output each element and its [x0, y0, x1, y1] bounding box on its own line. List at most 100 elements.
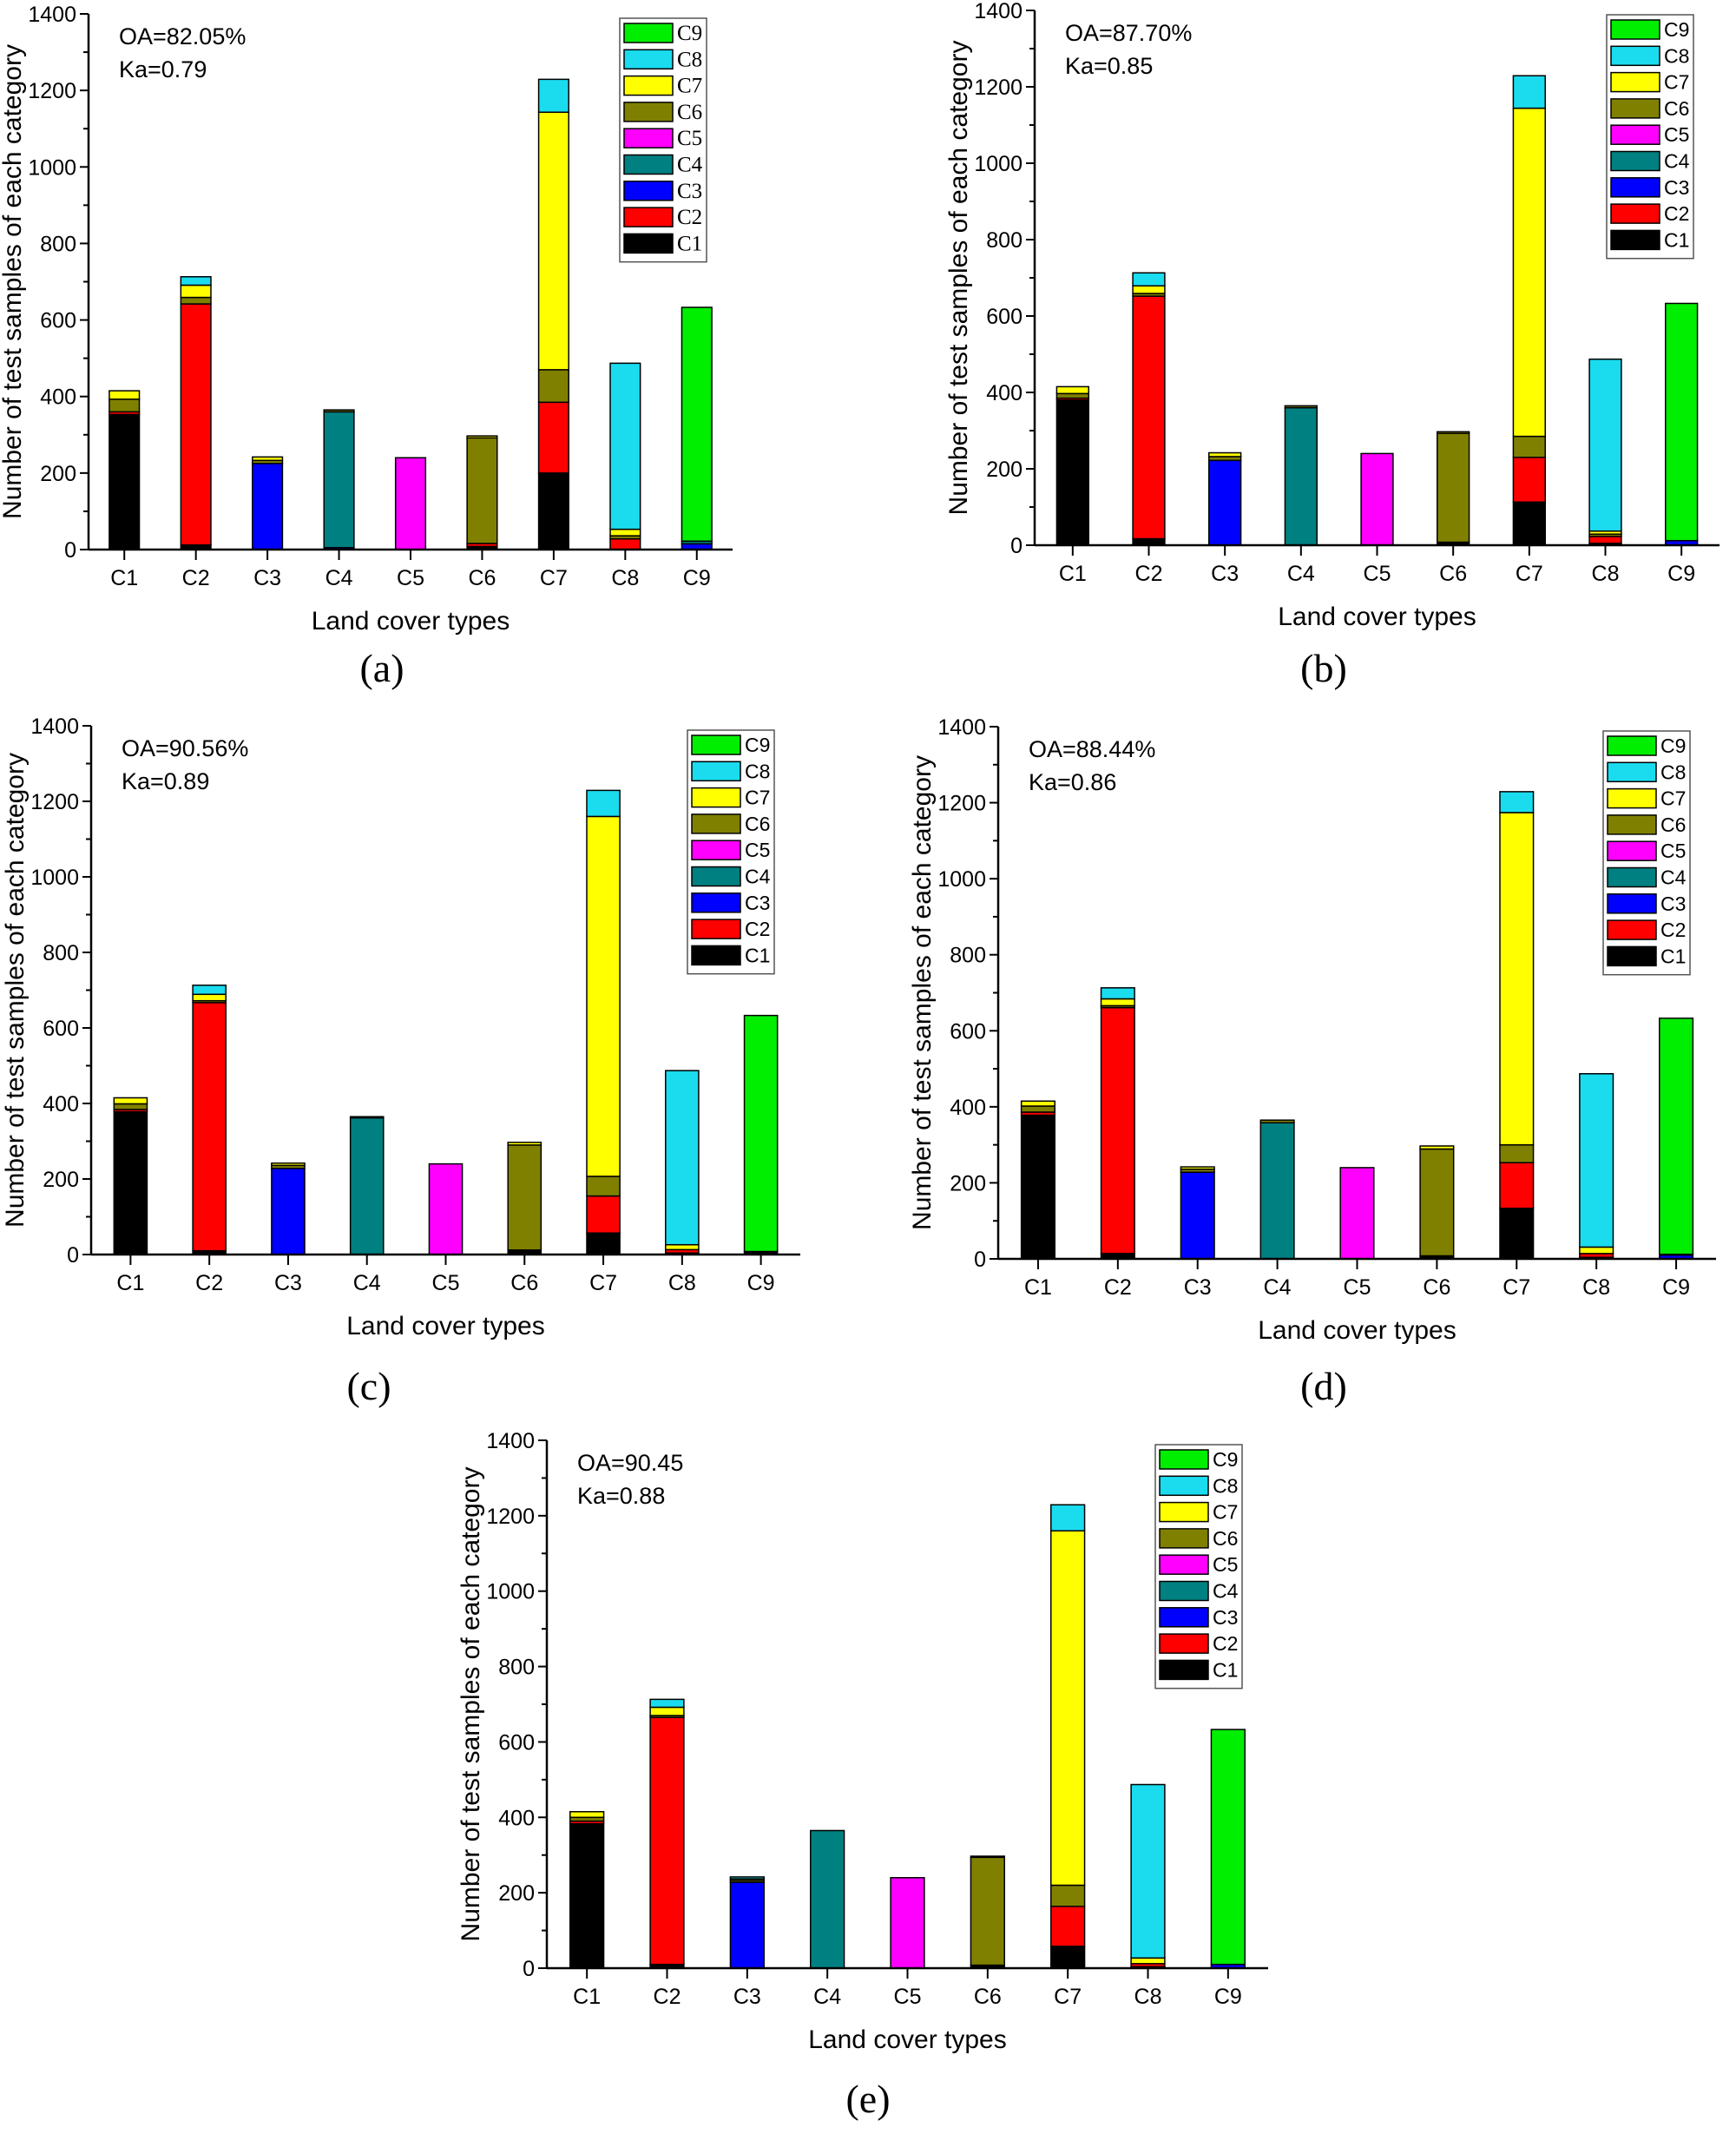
x-tick-label: C8 — [1134, 1985, 1162, 2009]
x-tick-label: C9 — [683, 566, 711, 590]
legend-swatch-C5 — [1610, 124, 1660, 145]
y-tick-label: 400 — [40, 385, 76, 410]
y-tick-label: 200 — [950, 1171, 986, 1195]
legend-swatch-C4 — [623, 154, 674, 175]
x-tick-label: C1 — [573, 1985, 601, 2009]
bar-segment-C2-C8 — [180, 276, 212, 287]
x-tick-label: C4 — [353, 1271, 381, 1295]
x-tick-label: C5 — [1344, 1275, 1371, 1300]
x-tick-label: C6 — [974, 1985, 1002, 2009]
bar-segment-C7-C8 — [586, 789, 621, 818]
y-axis-label: Number of test samples of each category — [1, 753, 30, 1228]
bar-segment-C8-C2 — [609, 537, 641, 550]
y-tick-label: 1400 — [30, 715, 79, 739]
legend-swatch-C1 — [691, 945, 741, 966]
bar-segment-C1-C6 — [1055, 392, 1089, 399]
kappa-label: Ka=0.89 — [122, 768, 209, 794]
legend-label-C2: C2 — [745, 918, 770, 940]
legend-label-C3: C3 — [745, 892, 770, 914]
bar-segment-C6-C6 — [1419, 1148, 1455, 1257]
y-tick-label: 400 — [498, 1806, 535, 1830]
bar-segment-C2-C8 — [1100, 987, 1135, 1000]
legend-label-C1: C1 — [1664, 228, 1689, 251]
bar-segment-C4-C6 — [349, 1116, 385, 1119]
x-tick-label: C4 — [813, 1985, 841, 2009]
legend-label-C5: C5 — [1213, 1553, 1238, 1576]
bar-segment-C5-C5 — [1339, 1167, 1375, 1260]
legend-label-C1: C1 — [677, 232, 702, 255]
bar-segment-C2-C2 — [649, 1716, 685, 1966]
legend-swatch-C7 — [691, 787, 741, 808]
bar-segment-C1-C7 — [108, 390, 141, 400]
bar-segment-C6-C6 — [1437, 432, 1470, 543]
y-tick-label: 1000 — [974, 152, 1023, 176]
legend-label-C8: C8 — [1660, 761, 1686, 783]
y-tick-label: 200 — [43, 1168, 79, 1192]
bar-segment-C1-C1 — [569, 1822, 605, 1969]
legend-swatch-C8 — [1607, 761, 1657, 783]
x-tick-label: C3 — [1211, 562, 1239, 586]
bar-segment-C7-C2 — [586, 1195, 621, 1234]
legend-label-C8: C8 — [1664, 44, 1689, 67]
x-tick-label: C5 — [397, 566, 424, 590]
bar-segment-C9-C9 — [743, 1014, 779, 1253]
bar-segment-C1-C1 — [113, 1110, 148, 1255]
legend-swatch-C9 — [1610, 19, 1660, 40]
y-tick-label: 800 — [498, 1656, 535, 1680]
bar-segment-C4-C6 — [323, 409, 355, 413]
bar-segment-C4-C4 — [1284, 406, 1318, 546]
bar-segment-C1-C7 — [1020, 1100, 1055, 1107]
legend-swatch-C1 — [1159, 1659, 1209, 1681]
y-tick-label: 1200 — [28, 79, 76, 103]
x-tick-label: C8 — [1582, 1275, 1610, 1300]
x-tick-label: C1 — [1059, 562, 1087, 586]
bar-segment-C1-C1 — [1020, 1114, 1055, 1260]
y-axis-label: Number of test samples of each category — [944, 41, 973, 516]
bar-segment-C7-C6 — [1050, 1884, 1086, 1907]
bar-segment-C3-C3 — [271, 1168, 306, 1255]
bar-segment-C2-C8 — [649, 1698, 685, 1709]
legend-label-C6: C6 — [1660, 813, 1686, 836]
legend-label-C8: C8 — [677, 48, 702, 71]
bar-segment-C7-C8 — [1512, 75, 1546, 109]
y-tick-label: 600 — [498, 1730, 535, 1755]
legend-swatch-C1 — [1607, 945, 1657, 967]
x-tick-label: C1 — [1024, 1275, 1052, 1300]
bar-segment-C6-C7 — [1437, 431, 1470, 434]
overall-accuracy-label: OA=82.05% — [119, 23, 246, 49]
panel-label: (a) — [359, 646, 404, 690]
legend-swatch-C5 — [691, 840, 741, 860]
x-tick-label: C9 — [1214, 1985, 1242, 2009]
legend-swatch-C8 — [623, 49, 674, 70]
bar-segment-C3-C7 — [252, 456, 284, 462]
bar-segment-C2-C2 — [1100, 1006, 1135, 1255]
y-tick-label: 0 — [1010, 534, 1023, 558]
chart-panel-c: 0 200 400 600 800 1000 1200 1400 C1 C2 C3 C4 C5 C6 C7 C… — [1, 715, 800, 1408]
legend-label-C7: C7 — [1664, 71, 1689, 94]
legend-label-C7: C7 — [745, 787, 770, 809]
legend-swatch-C7 — [1610, 71, 1660, 93]
legend-swatch-C4 — [1159, 1580, 1209, 1602]
bar-segment-C2-C7 — [649, 1706, 685, 1716]
x-tick-label: C1 — [116, 1271, 144, 1295]
legend-swatch-C7 — [1607, 787, 1657, 809]
legend-label-C7: C7 — [1213, 1501, 1238, 1524]
x-tick-label: C5 — [1364, 562, 1391, 586]
bar-segment-C8-C8 — [1588, 358, 1622, 532]
panel-label: (b) — [1300, 646, 1347, 690]
x-tick-label: C6 — [1423, 1275, 1450, 1300]
bar-segment-C7-C1 — [1499, 1208, 1535, 1260]
bar-segment-C7-C7 — [1050, 1530, 1086, 1887]
bar-segment-C4-C4 — [810, 1829, 845, 1969]
legend-label-C9: C9 — [677, 22, 702, 45]
bar-segment-C3-C7 — [271, 1162, 306, 1167]
bar-segment-C3-C7 — [1208, 451, 1242, 458]
x-tick-label: C7 — [540, 566, 568, 590]
bar-segment-C2-C8 — [1132, 272, 1166, 287]
y-tick-label: 0 — [974, 1248, 986, 1272]
overall-accuracy-label: OA=90.56% — [122, 735, 248, 761]
y-tick-label: 1200 — [30, 790, 79, 814]
legend-swatch-C1 — [623, 233, 674, 254]
legend-label-C3: C3 — [1213, 1606, 1238, 1629]
